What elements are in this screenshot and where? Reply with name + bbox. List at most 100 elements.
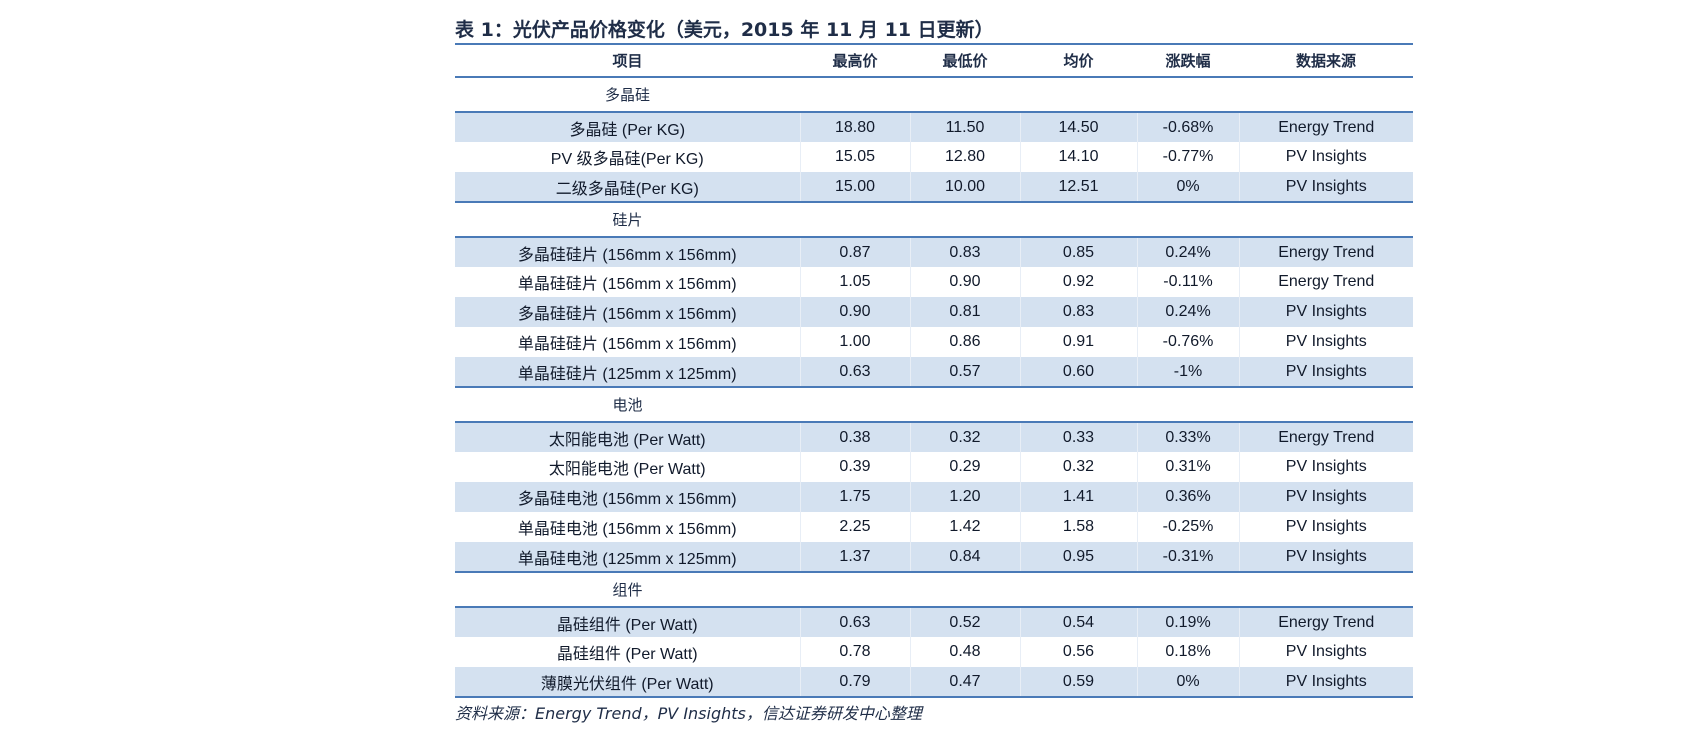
change-cell: -0.77%	[1136, 142, 1239, 172]
header-item: 项目	[612, 52, 643, 70]
high-price-cell: 0.38	[799, 422, 910, 452]
item-cell: 单晶硅电池 (156mm x 156mm)	[517, 521, 737, 538]
item-cell: 晶硅组件 (Per Watt)	[556, 646, 698, 663]
section-spacer	[800, 572, 1413, 607]
section-row: 多晶硅	[455, 77, 1413, 112]
section-spacer	[800, 387, 1413, 422]
header-change: 涨跌幅	[1165, 52, 1211, 70]
avg-price-cell: 0.32	[1019, 452, 1137, 482]
low-price-cell: 1.20	[909, 482, 1020, 512]
section-row: 电池	[455, 387, 1413, 422]
data-source-cell: PV Insights	[1238, 357, 1413, 387]
avg-price-cell: 14.10	[1019, 142, 1137, 172]
low-price-cell: 0.84	[909, 542, 1020, 572]
low-price-cell: 10.00	[909, 172, 1020, 202]
section-row: 硅片	[455, 202, 1413, 237]
high-price-cell: 15.05	[799, 142, 910, 172]
table-row: 太阳能电池 (Per Watt) 0.38 0.32 0.33 0.33% Energy …	[455, 422, 1413, 452]
data-source-cell: PV Insights	[1238, 452, 1413, 482]
low-price-cell: 0.29	[909, 452, 1020, 482]
low-price-cell: 0.32	[909, 422, 1020, 452]
low-price-cell: 0.47	[909, 667, 1020, 697]
item-cell: 太阳能电池 (Per Watt)	[548, 461, 706, 478]
header-low: 最低价	[942, 52, 988, 70]
high-price-cell: 2.25	[799, 512, 910, 542]
header-avg: 均价	[1063, 52, 1094, 70]
data-source-cell: Energy Trend	[1238, 112, 1413, 142]
header-high: 最高价	[832, 52, 878, 70]
avg-price-cell: 0.33	[1019, 422, 1137, 452]
section-label: 组件	[612, 581, 643, 599]
high-price-cell: 1.37	[799, 542, 910, 572]
avg-price-cell: 12.51	[1019, 172, 1137, 202]
change-cell: 0.19%	[1136, 607, 1239, 637]
table-row: 薄膜光伏组件 (Per Watt) 0.79 0.47 0.59 0% PV Insigh…	[455, 667, 1413, 697]
low-price-cell: 0.83	[909, 237, 1020, 267]
table-header-row: 项目 最高价 最低价 均价 涨跌幅 数据来源	[455, 44, 1413, 77]
price-table: 项目 最高价 最低价 均价 涨跌幅 数据来源 多晶硅多晶硅 (Per KG) 18…	[455, 43, 1413, 698]
item-cell: 薄膜光伏组件 (Per Watt)	[455, 667, 800, 697]
table-row: 二级多晶硅(Per KG) 15.00 10.00 12.51 0% PV Insight…	[455, 172, 1413, 202]
change-cell: -0.68%	[1136, 112, 1239, 142]
low-price-cell: 12.80	[909, 142, 1020, 172]
table-row: 太阳能电池 (Per Watt) 0.39 0.29 0.32 0.31% PV Insi…	[455, 452, 1413, 482]
item-cell: 太阳能电池 (Per Watt)	[455, 422, 800, 452]
item-cell: 晶硅组件 (Per Watt)	[455, 607, 800, 637]
change-cell: 0.31%	[1136, 452, 1239, 482]
change-cell: 0.18%	[1136, 637, 1239, 667]
change-cell: -0.25%	[1136, 512, 1239, 542]
table-row: 晶硅组件 (Per Watt) 0.78 0.48 0.56 0.18% PV Insig…	[455, 637, 1413, 667]
table-row: 单晶硅电池 (156mm x 156mm) 2.25 1.42 1.58 -0.25% P…	[455, 512, 1413, 542]
table-row: 单晶硅硅片 (156mm x 156mm) 1.05 0.90 0.92 -0.11% E…	[455, 267, 1413, 297]
avg-price-cell: 1.58	[1019, 512, 1137, 542]
high-price-cell: 1.75	[799, 482, 910, 512]
low-price-cell: 11.50	[909, 112, 1020, 142]
avg-price-cell: 0.60	[1019, 357, 1137, 387]
data-source-cell: PV Insights	[1238, 637, 1413, 667]
avg-price-cell: 14.50	[1019, 112, 1137, 142]
data-source-cell: PV Insights	[1238, 512, 1413, 542]
data-source-cell: PV Insights	[1238, 297, 1413, 327]
high-price-cell: 1.00	[799, 327, 910, 357]
table-row: 多晶硅硅片 (156mm x 156mm) 0.90 0.81 0.83 0.24% PV…	[455, 297, 1413, 327]
change-cell: 0%	[1136, 172, 1239, 202]
section-label: 多晶硅	[604, 86, 650, 104]
avg-price-cell: 0.91	[1019, 327, 1137, 357]
table-row: 单晶硅硅片 (156mm x 156mm) 1.00 0.86 0.91 -0.76% P…	[455, 327, 1413, 357]
change-cell: -0.11%	[1136, 267, 1239, 297]
low-price-cell: 0.57	[909, 357, 1020, 387]
table-title: 表 1：光伏产品价格变化（美元，2015 年 11 月 11 日更新）	[455, 19, 994, 41]
item-cell: PV 级多晶硅(Per KG)	[550, 151, 704, 168]
section-spacer	[800, 77, 1413, 112]
data-source-cell: Energy Trend	[1238, 422, 1413, 452]
section-row: 组件	[455, 572, 1413, 607]
source-note: 资料来源：Energy Trend，PV Insights，信达证券研发中心整理	[455, 704, 922, 723]
data-source-cell: PV Insights	[1238, 327, 1413, 357]
avg-price-cell: 1.41	[1019, 482, 1137, 512]
data-source-cell: Energy Trend	[1238, 267, 1413, 297]
high-price-cell: 0.78	[799, 637, 910, 667]
high-price-cell: 18.80	[799, 112, 910, 142]
data-source-cell: Energy Trend	[1238, 607, 1413, 637]
change-cell: 0.36%	[1136, 482, 1239, 512]
low-price-cell: 0.48	[909, 637, 1020, 667]
low-price-cell: 0.81	[909, 297, 1020, 327]
change-cell: 0.24%	[1136, 297, 1239, 327]
high-price-cell: 0.63	[799, 607, 910, 637]
table-row: PV 级多晶硅(Per KG) 15.05 12.80 14.10 -0.77% PV I…	[455, 142, 1413, 172]
item-cell: 多晶硅硅片 (156mm x 156mm)	[455, 297, 800, 327]
data-source-cell: Energy Trend	[1238, 237, 1413, 267]
item-cell: 多晶硅硅片 (156mm x 156mm)	[455, 237, 800, 267]
item-cell: 单晶硅硅片 (156mm x 156mm)	[517, 336, 737, 353]
data-source-cell: PV Insights	[1238, 172, 1413, 202]
item-cell: 多晶硅 (Per KG)	[455, 112, 800, 142]
high-price-cell: 0.63	[799, 357, 910, 387]
table-row: 多晶硅硅片 (156mm x 156mm) 0.87 0.83 0.85 0.24% En…	[455, 237, 1413, 267]
header-source: 数据来源	[1295, 52, 1356, 70]
high-price-cell: 1.05	[799, 267, 910, 297]
table-row: 单晶硅硅片 (125mm x 125mm) 0.63 0.57 0.60 -1% PV I…	[455, 357, 1413, 387]
avg-price-cell: 0.92	[1019, 267, 1137, 297]
change-cell: -0.76%	[1136, 327, 1239, 357]
table-row: 多晶硅电池 (156mm x 156mm) 1.75 1.20 1.41 0.36% PV…	[455, 482, 1413, 512]
item-cell: 二级多晶硅(Per KG)	[455, 172, 800, 202]
